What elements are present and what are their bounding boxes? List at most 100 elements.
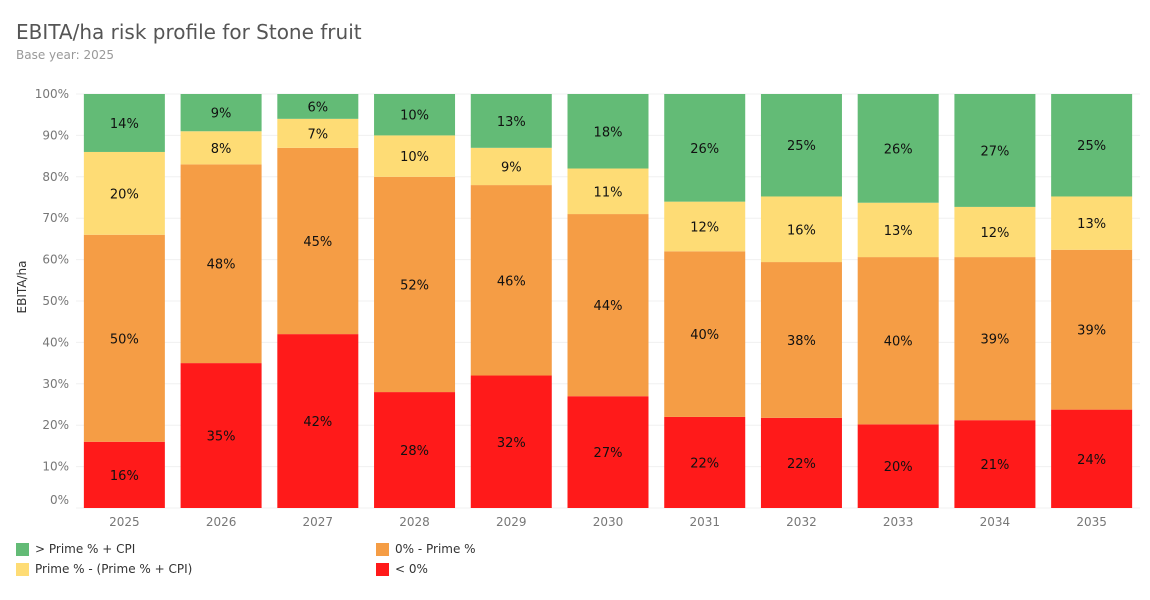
- bar-segment: [664, 251, 746, 417]
- stacked-bar-chart: 0% 10% 20% 30% 40% 50% 60% 70% 80% 90% 100% EBITA/h…: [15, 87, 1140, 529]
- data-label: 8%: [211, 142, 232, 157]
- x-tick-label: 2028: [399, 515, 430, 529]
- data-label: 6%: [308, 100, 329, 115]
- legend-label: < 0%: [395, 562, 428, 576]
- data-label: 26%: [690, 142, 719, 157]
- legend-label: 0% - Prime %: [395, 542, 476, 556]
- bar-segment: [760, 94, 842, 197]
- bar-segment: [857, 257, 939, 425]
- bar-segment: [180, 94, 262, 132]
- data-label: 10%: [400, 109, 429, 124]
- x-tick-label: 2025: [109, 515, 140, 529]
- bar-segment: [1051, 94, 1133, 197]
- data-label: 13%: [1077, 217, 1106, 232]
- bar-segment: [277, 334, 359, 508]
- bar-segment: [664, 201, 746, 252]
- bar-segment: [374, 135, 456, 177]
- bar-segment: [857, 424, 939, 508]
- data-label: 16%: [110, 469, 139, 484]
- data-label: 40%: [884, 335, 913, 350]
- legend-swatch: [376, 542, 389, 556]
- legend-item-prime-to-prime-cpi[interactable]: Prime % - (Prime % + CPI): [16, 562, 192, 576]
- data-label: 11%: [594, 185, 623, 200]
- bar-segment: [664, 94, 746, 202]
- data-label: 38%: [787, 334, 816, 349]
- legend-item-above-prime-cpi[interactable]: > Prime % + CPI: [16, 542, 135, 556]
- data-label: 27%: [594, 446, 623, 461]
- bar-segment: [83, 441, 165, 508]
- data-label: 20%: [884, 460, 913, 475]
- data-label: 13%: [884, 224, 913, 239]
- bar-segment: [277, 94, 359, 119]
- x-tick-label: 2033: [883, 515, 914, 529]
- legend-swatch: [16, 542, 29, 556]
- data-label: 14%: [110, 117, 139, 132]
- data-label: 13%: [497, 115, 526, 130]
- x-tick-label: 2030: [593, 515, 624, 529]
- x-tick-label: 2034: [980, 515, 1011, 529]
- y-axis-title: EBITA/ha: [15, 261, 29, 314]
- bar-segment: [664, 416, 746, 508]
- data-label: 40%: [690, 328, 719, 343]
- y-tick-label: 40%: [42, 335, 69, 349]
- x-tick-label: 2026: [206, 515, 237, 529]
- data-label: 45%: [303, 235, 332, 250]
- data-label: 20%: [110, 187, 139, 202]
- y-tick-label: 20%: [42, 418, 69, 432]
- data-label: 21%: [980, 458, 1009, 473]
- legend-item-below-zero[interactable]: < 0%: [376, 562, 428, 576]
- data-label: 7%: [308, 127, 329, 142]
- y-tick-label: 50%: [42, 294, 69, 308]
- bar-segment: [567, 214, 649, 397]
- bar-segment: [760, 196, 842, 263]
- y-tick-label: 30%: [42, 377, 69, 391]
- x-tick-label: 2029: [496, 515, 527, 529]
- data-label: 52%: [400, 278, 429, 293]
- y-tick-label: 90%: [42, 128, 69, 142]
- legend-swatch: [376, 562, 389, 576]
- bar-segment: [83, 151, 165, 235]
- bar-segment: [1051, 409, 1133, 508]
- y-tick-label: 60%: [42, 253, 69, 267]
- bar-segment: [83, 94, 165, 152]
- data-label: 22%: [690, 456, 719, 471]
- bar-segment: [470, 185, 552, 376]
- bar-segment: [277, 147, 359, 335]
- bar-segment: [857, 202, 939, 258]
- x-tick-label: 2035: [1076, 515, 1107, 529]
- y-tick-label: 100%: [35, 87, 69, 101]
- data-label: 9%: [211, 107, 232, 122]
- data-label: 10%: [400, 150, 429, 165]
- data-label: 22%: [787, 457, 816, 472]
- chart-title: EBITA/ha risk profile for Stone fruit: [16, 20, 362, 44]
- bar-segment: [760, 417, 842, 508]
- x-tick-label: 2031: [689, 515, 720, 529]
- data-label: 50%: [110, 332, 139, 347]
- data-label: 35%: [207, 430, 236, 445]
- y-tick-label: 10%: [42, 460, 69, 474]
- bar-segment: [954, 420, 1036, 508]
- data-label: 28%: [400, 444, 429, 459]
- data-label: 25%: [1077, 139, 1106, 154]
- bar-segment: [374, 176, 456, 393]
- data-label: 39%: [1077, 324, 1106, 339]
- bar-segment: [83, 234, 165, 442]
- data-label: 27%: [980, 144, 1009, 159]
- legend-item-zero-to-prime[interactable]: 0% - Prime %: [376, 542, 476, 556]
- data-label: 24%: [1077, 453, 1106, 468]
- legend-label: > Prime % + CPI: [35, 542, 136, 556]
- x-tick-label: 2032: [786, 515, 817, 529]
- legend-label: Prime % - (Prime % + CPI): [35, 562, 193, 576]
- bar-segment: [180, 363, 262, 508]
- data-label: 9%: [501, 160, 522, 175]
- data-label: 48%: [207, 258, 236, 273]
- bar-segment: [180, 164, 262, 364]
- bar-segment: [954, 94, 1036, 207]
- bar-segment: [470, 94, 552, 148]
- y-tick-label: 0%: [50, 493, 69, 507]
- data-label: 16%: [787, 223, 816, 238]
- bar-segment: [567, 396, 649, 508]
- bar-segment: [470, 147, 552, 186]
- y-tick-label: 70%: [42, 211, 69, 225]
- data-label: 42%: [303, 415, 332, 430]
